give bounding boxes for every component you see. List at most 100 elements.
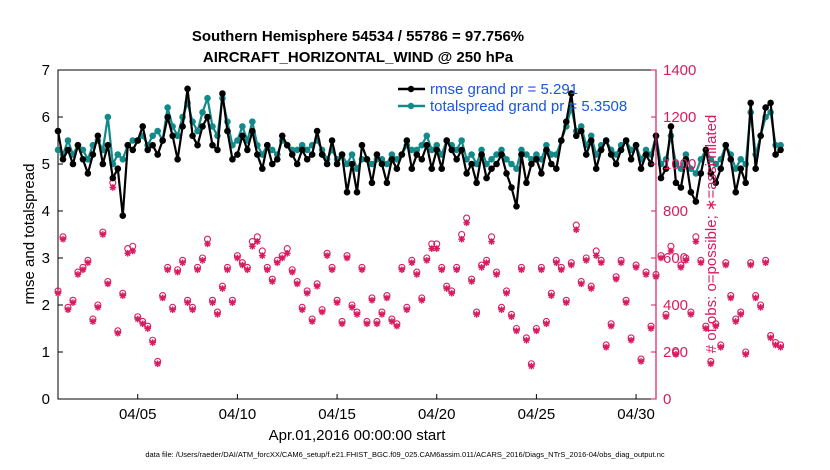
rmse-point: [99, 160, 107, 168]
obs-assimilated-point: [647, 325, 655, 332]
rmse-point: [318, 151, 326, 158]
rmse-point: [473, 179, 480, 187]
obs-assimilated-point: [607, 322, 615, 330]
totalspread-point: [453, 146, 460, 154]
rmse-point: [124, 141, 132, 149]
obs-assimilated-point: [443, 285, 450, 292]
obs-assimilated-point: [249, 242, 256, 250]
rmse-point: [214, 146, 221, 154]
rmse-point: [353, 188, 361, 196]
rmse-point: [692, 198, 700, 205]
totalspread-point: [478, 146, 485, 154]
rmse-point: [508, 184, 515, 191]
totalspread-point: [388, 151, 396, 158]
x-axis: 04/05 04/10 04/15 04/20 04/25 04/30: [119, 394, 655, 423]
obs-assimilated-point: [239, 261, 246, 269]
obs-assimilated-point: [64, 306, 72, 313]
rmse-point: [174, 156, 181, 163]
rmse-point: [697, 170, 705, 177]
totalspread-point: [677, 165, 685, 172]
rmse-point: [642, 151, 650, 158]
rmse-point: [443, 137, 451, 144]
totalspread-point: [84, 156, 92, 163]
rmse-point: [259, 165, 266, 172]
totalspread-point: [513, 165, 520, 172]
rmse-point: [772, 151, 779, 158]
rmse-point: [543, 146, 550, 154]
totalspread-point: [408, 146, 416, 154]
totalspread-point: [54, 146, 62, 154]
obs-assimilated-point: [189, 306, 196, 313]
totalspread-point: [687, 165, 695, 172]
totalspread-point: [164, 104, 171, 111]
obs-assimilated-point: [333, 299, 341, 306]
rmse-point: [493, 160, 500, 168]
obs-assimilated-point: [134, 315, 142, 323]
rmse-point: [139, 123, 147, 130]
x-tick-label: 04/15: [318, 406, 356, 423]
totalspread-point: [234, 137, 241, 144]
rmse-point: [373, 151, 381, 158]
rmse-point: [189, 132, 196, 140]
obs-assimilated-point: [313, 282, 321, 290]
obs-assimilated-point: [493, 271, 500, 278]
totalspread-point: [293, 146, 301, 154]
totalspread-point: [587, 132, 595, 140]
obs-assimilated-point: [413, 271, 421, 278]
rmse-point: [503, 170, 510, 177]
obs-assimilated-point: [772, 341, 779, 349]
obs-assimilated-point: [318, 308, 326, 316]
obs-assimilated-point: [388, 318, 396, 325]
rmse-point: [757, 132, 764, 140]
right-tick-label: 1000: [663, 156, 696, 173]
rmse-point: [298, 146, 306, 154]
obs-assimilated-point: [293, 280, 301, 288]
rmse-point: [468, 160, 475, 168]
x-tick-label: 04/25: [518, 406, 556, 423]
totalspread-point: [209, 123, 216, 130]
obs-assimilated-point: [104, 280, 112, 288]
totalspread-point: [268, 146, 276, 154]
obs-assimilated-point: [752, 294, 759, 302]
obs-assimilated-point: [667, 247, 675, 255]
right-tick-label: 200: [663, 344, 688, 361]
totalspread-point: [433, 141, 441, 149]
rmse-point: [348, 160, 356, 168]
obs-assimilated-point: [273, 259, 281, 266]
obs-assimilated-point: [298, 306, 306, 313]
rmse-point: [563, 118, 570, 125]
totalspread-point: [239, 123, 246, 130]
right-tick-label: 1200: [663, 109, 696, 126]
obs-assimilated-point: [99, 231, 107, 238]
obs-assimilated-point: [632, 264, 640, 271]
left-tick-label: 6: [42, 109, 50, 126]
rmse-point: [328, 137, 336, 144]
obs-assimilated-point: [363, 320, 371, 328]
rmse-point: [722, 141, 730, 149]
obs-assimilated-point: [503, 289, 510, 297]
rmse-point: [244, 146, 251, 154]
obs-assimilated-point: [563, 299, 570, 306]
rmse-point: [64, 146, 72, 154]
totalspread-point: [493, 151, 500, 158]
obs-assimilated-point: [518, 266, 525, 274]
rmse-point: [169, 132, 176, 140]
legend-spread-label: totalspread grand pr = 5.3508: [430, 98, 627, 115]
right-tick-label: 400: [663, 297, 688, 314]
obs-assimilated-point: [59, 235, 67, 243]
legend: rmse grand pr = 5.291 totalspread grand …: [398, 81, 627, 115]
rmse-point: [737, 165, 745, 172]
footer-data-file: data file: /Users/raeder/DAI/ATM_forcXX/…: [145, 450, 665, 459]
rmse-point: [712, 179, 720, 187]
totalspread-point: [298, 141, 306, 149]
rmse-point: [268, 160, 276, 168]
rmse-point: [104, 141, 112, 149]
obs-assimilated-point: [179, 259, 186, 266]
obs-assimilated-point: [657, 254, 665, 262]
rmse-point: [488, 165, 495, 172]
totalspread-point: [199, 109, 206, 116]
x-tick-label: 04/10: [219, 406, 257, 423]
obs-assimilated-point: [403, 306, 411, 313]
rmse-point: [209, 141, 216, 149]
